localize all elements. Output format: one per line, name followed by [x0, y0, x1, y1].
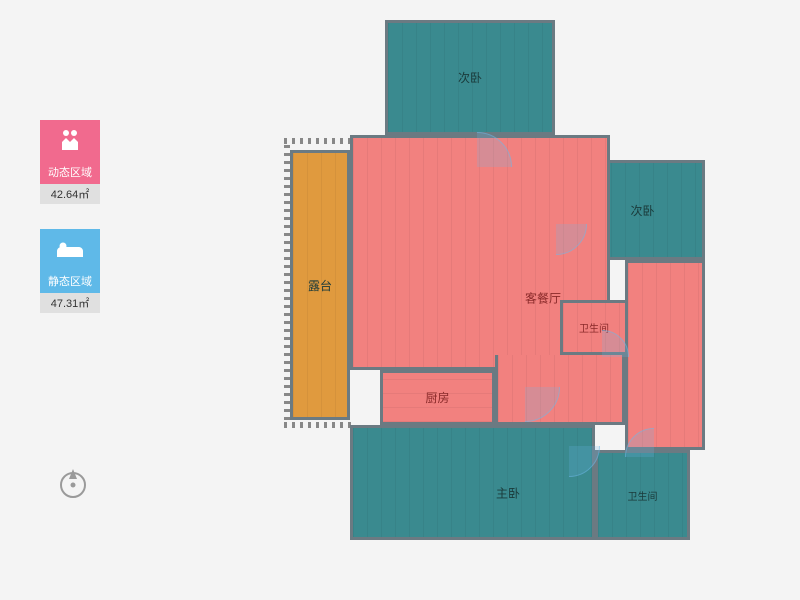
legend-dynamic-value: 42.64㎡: [40, 184, 100, 204]
room-label: 主卧: [496, 485, 520, 502]
room-label: 客餐厅: [525, 290, 561, 307]
room-bath1: 卫生间: [560, 300, 628, 355]
legend-static-label: 静态区域: [40, 269, 100, 293]
legend-dynamic: 动态区域 42.64㎡: [40, 120, 100, 204]
balcony-rail: [284, 138, 354, 144]
floorplan: 次卧次卧客餐厅卫生间厨房主卧卫生间露台: [290, 20, 720, 560]
legend-panel: 动态区域 42.64㎡ 静态区域 47.31㎡: [40, 120, 110, 338]
room-bedroom2_top: 次卧: [385, 20, 555, 135]
room-corridor_r: [625, 260, 705, 450]
legend-static: 静态区域 47.31㎡: [40, 229, 100, 313]
room-kitchen: 厨房: [380, 370, 495, 425]
room-label: 次卧: [630, 202, 654, 219]
room-label: 卫生间: [628, 488, 658, 503]
compass-icon: [55, 465, 91, 501]
room-label: 次卧: [458, 69, 482, 86]
room-label: 露台: [308, 277, 332, 294]
bed-icon: [40, 229, 100, 269]
room-master: 主卧: [350, 425, 595, 540]
room-label: 卫生间: [579, 320, 609, 335]
room-balcony: 露台: [290, 150, 350, 420]
balcony-rail: [284, 422, 354, 428]
legend-dynamic-label: 动态区域: [40, 160, 100, 184]
room-label: 厨房: [425, 389, 449, 406]
room-hall_mid: [495, 355, 625, 425]
legend-static-value: 47.31㎡: [40, 293, 100, 313]
people-icon: [40, 120, 100, 160]
room-bath2: 卫生间: [595, 450, 690, 540]
